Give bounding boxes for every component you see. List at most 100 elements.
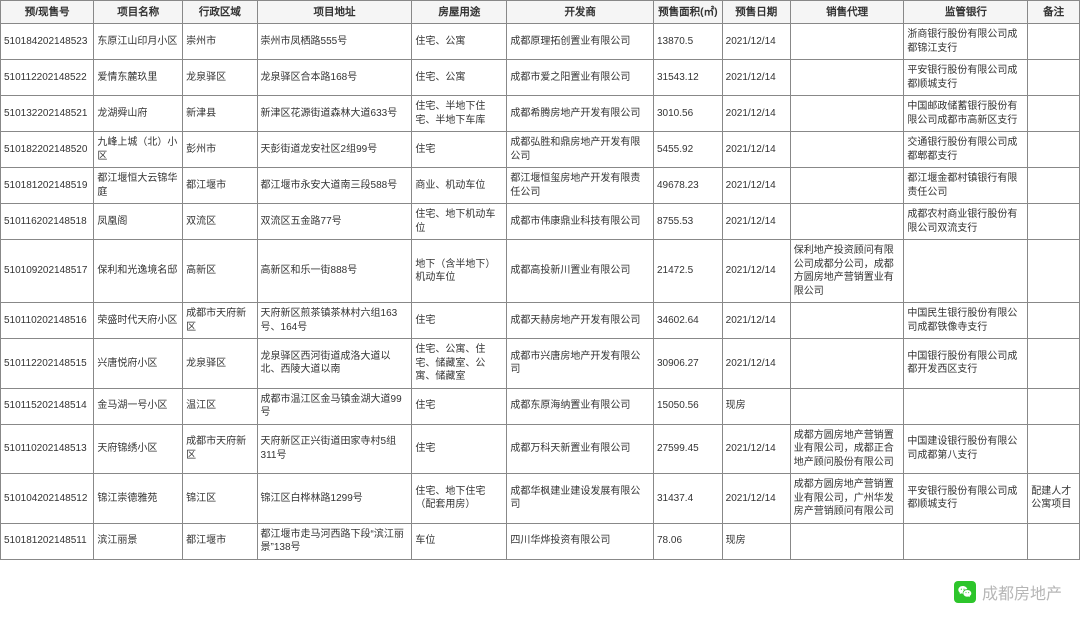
table-cell: 住宅: [412, 132, 507, 168]
table-cell: 现房: [722, 388, 790, 424]
table-row: 510112202148515兴唐悦府小区龙泉驿区龙泉驿区西河街道成洛大道以北、…: [1, 339, 1080, 389]
table-cell: [790, 132, 904, 168]
table-cell: [790, 204, 904, 240]
table-cell: 510181202148519: [1, 168, 94, 204]
table-cell: 崇州市: [183, 24, 257, 60]
table-cell: 510115202148514: [1, 388, 94, 424]
table-cell: 平安银行股份有限公司成都顺城支行: [904, 60, 1028, 96]
table-row: 510116202148518凤凰阁双流区双流区五金路77号住宅、地下机动车位成…: [1, 204, 1080, 240]
table-cell: 都江堰市: [183, 168, 257, 204]
table-cell: 中国民生银行股份有限公司成都铁像寺支行: [904, 303, 1028, 339]
wechat-icon: [954, 581, 976, 603]
table-cell: 交通银行股份有限公司成都郫都支行: [904, 132, 1028, 168]
table-cell: [1028, 132, 1080, 168]
table-row: 510181202148519都江堰恒大云锦华庭都江堰市都江堰市永安大道南三段5…: [1, 168, 1080, 204]
table-cell: 平安银行股份有限公司成都顺城支行: [904, 474, 1028, 524]
table-cell: 配建人才公寓项目: [1028, 474, 1080, 524]
table-cell: 2021/12/14: [722, 339, 790, 389]
table-cell: [1028, 168, 1080, 204]
table-cell: 2021/12/14: [722, 60, 790, 96]
table-cell: 成都高投新川置业有限公司: [507, 240, 654, 303]
table-cell: 爱情东麓玖里: [94, 60, 183, 96]
watermark-text: 成都房地产: [982, 580, 1062, 604]
table-cell: 30906.27: [654, 339, 723, 389]
table-row: 510109202148517保利和光逸境名邸高新区高新区和乐一街888号地下（…: [1, 240, 1080, 303]
table-cell: 2021/12/14: [722, 240, 790, 303]
table-cell: 都江堰市: [183, 523, 257, 559]
table-cell: 2021/12/14: [722, 132, 790, 168]
column-header: 行政区域: [183, 1, 257, 24]
table-cell: 新津区花源街道森林大道633号: [257, 96, 412, 132]
table-cell: 成都原理拓创置业有限公司: [507, 24, 654, 60]
table-cell: 510112202148522: [1, 60, 94, 96]
table-cell: 成都市天府新区: [183, 424, 257, 474]
table-cell: [790, 168, 904, 204]
table-cell: 2021/12/14: [722, 474, 790, 524]
table-cell: 锦江崇德雅苑: [94, 474, 183, 524]
table-cell: 住宅、公寓、住宅、储藏室、公寓、储藏室: [412, 339, 507, 389]
table-cell: 龙泉驿区: [183, 339, 257, 389]
table-cell: 2021/12/14: [722, 96, 790, 132]
table-cell: 8755.53: [654, 204, 723, 240]
table-cell: 东原江山印月小区: [94, 24, 183, 60]
table-cell: 四川华烨投资有限公司: [507, 523, 654, 559]
table-cell: [1028, 523, 1080, 559]
table-cell: 中国邮政储蓄银行股份有限公司成都市高新区支行: [904, 96, 1028, 132]
table-row: 510181202148511滨江丽景都江堰市都江堰市走马河西路下段“滨江丽景”…: [1, 523, 1080, 559]
table-cell: 兴唐悦府小区: [94, 339, 183, 389]
table-cell: 21472.5: [654, 240, 723, 303]
table-header-row: 预/现售号项目名称行政区域项目地址房屋用途开发商预售面积(㎡)预售日期销售代理监…: [1, 1, 1080, 24]
table-cell: 住宅、地下住宅（配套用房）: [412, 474, 507, 524]
table-cell: [1028, 240, 1080, 303]
table-cell: 都江堰市永安大道南三段588号: [257, 168, 412, 204]
table-cell: 510181202148511: [1, 523, 94, 559]
table-cell: 成都万科天新置业有限公司: [507, 424, 654, 474]
table-cell: 现房: [722, 523, 790, 559]
table-cell: 34602.64: [654, 303, 723, 339]
table-cell: [790, 339, 904, 389]
table-cell: [904, 388, 1028, 424]
table-cell: 浙商银行股份有限公司成都锦江支行: [904, 24, 1028, 60]
table-cell: 都江堰金都村镇银行有限责任公司: [904, 168, 1028, 204]
table-row: 510112202148522爱情东麓玖里龙泉驿区龙泉驿区合本路168号住宅、公…: [1, 60, 1080, 96]
table-cell: 滨江丽景: [94, 523, 183, 559]
table-cell: 双流区: [183, 204, 257, 240]
table-cell: 510116202148518: [1, 204, 94, 240]
table-cell: 都江堰市走马河西路下段“滨江丽景”138号: [257, 523, 412, 559]
column-header: 项目地址: [257, 1, 412, 24]
table-cell: 成都希腾房地产开发有限公司: [507, 96, 654, 132]
table-cell: 2021/12/14: [722, 24, 790, 60]
table-cell: 成都市天府新区: [183, 303, 257, 339]
table-cell: 都江堰恒大云锦华庭: [94, 168, 183, 204]
table-cell: 510110202148516: [1, 303, 94, 339]
table-cell: 彭州市: [183, 132, 257, 168]
table-cell: 成都弘胜和鼎房地产开发有限公司: [507, 132, 654, 168]
table-cell: 13870.5: [654, 24, 723, 60]
table-cell: 住宅: [412, 303, 507, 339]
table-row: 510115202148514金马湖一号小区温江区成都市温江区金马镇金湖大道99…: [1, 388, 1080, 424]
table-cell: 5455.92: [654, 132, 723, 168]
table-cell: 2021/12/14: [722, 424, 790, 474]
column-header: 预售日期: [722, 1, 790, 24]
table-cell: 成都农村商业银行股份有限公司双流支行: [904, 204, 1028, 240]
table-cell: 住宅、地下机动车位: [412, 204, 507, 240]
table-cell: 龙湖舜山府: [94, 96, 183, 132]
table-cell: 2021/12/14: [722, 168, 790, 204]
column-header: 房屋用途: [412, 1, 507, 24]
table-cell: 地下（含半地下）机动车位: [412, 240, 507, 303]
table-cell: 商业、机动车位: [412, 168, 507, 204]
table-cell: 中国建设银行股份有限公司成都第八支行: [904, 424, 1028, 474]
table-cell: 温江区: [183, 388, 257, 424]
table-cell: 510104202148512: [1, 474, 94, 524]
table-cell: 车位: [412, 523, 507, 559]
table-cell: 保利地产投资顾问有限公司成都分公司，成都方圆房地产营销置业有限公司: [790, 240, 904, 303]
table-cell: 天府新区正兴街道田家寺村5组311号: [257, 424, 412, 474]
table-cell: 49678.23: [654, 168, 723, 204]
table-cell: 金马湖一号小区: [94, 388, 183, 424]
table-cell: 高新区: [183, 240, 257, 303]
table-cell: [904, 523, 1028, 559]
table-cell: 保利和光逸境名邸: [94, 240, 183, 303]
table-cell: 31543.12: [654, 60, 723, 96]
table-cell: 天彭街道龙安社区2组99号: [257, 132, 412, 168]
table-cell: 510109202148517: [1, 240, 94, 303]
